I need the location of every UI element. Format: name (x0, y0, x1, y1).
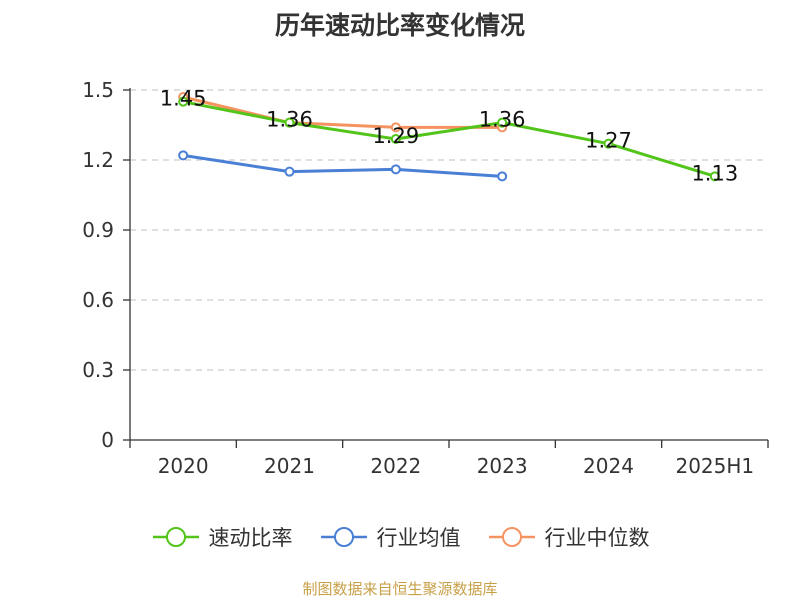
legend-swatch-marker (333, 527, 354, 547)
series-line (182, 153, 503, 178)
x-tick-label: 2021 (264, 454, 315, 478)
data-label: 1.36 (479, 108, 526, 132)
x-tick-label: 2025H1 (675, 454, 754, 478)
y-tick-label: 0.3 (82, 358, 114, 382)
series-1 (178, 150, 508, 182)
data-point (497, 117, 508, 128)
data-label: 1.45 (160, 87, 207, 111)
data-point (497, 171, 508, 182)
legend-swatch-marker (165, 527, 186, 547)
data-point (390, 134, 401, 144)
data-point (284, 117, 295, 128)
data-point (709, 171, 720, 182)
data-point (178, 96, 189, 107)
data-point (603, 138, 614, 149)
chart-title: 历年速动比率变化情况 (274, 11, 525, 40)
data-label: 1.27 (585, 129, 632, 153)
series-0 (178, 96, 720, 182)
series-2 (178, 92, 508, 133)
source-note: 制图数据来自恒生聚源数据库 (302, 580, 498, 598)
legend: 速动比率 行业均值 行业中位数 (0, 520, 800, 554)
series-line (182, 95, 503, 129)
y-tick-label: 0 (101, 428, 114, 452)
data-label: 1.29 (372, 124, 419, 148)
y-tick-label: 0.9 (82, 218, 114, 242)
legend-label-industry-median: 行业中位数 (544, 526, 650, 550)
x-tick-label: 2023 (477, 454, 528, 478)
legend-swatch-marker (501, 527, 522, 547)
data-label: 1.36 (266, 108, 313, 132)
data-point (284, 166, 295, 177)
legend-label-quick-ratio: 速动比率 (208, 526, 293, 550)
legend-swatch-industry-mean (320, 527, 367, 547)
data-label: 1.13 (691, 161, 738, 185)
series-line (182, 100, 716, 178)
x-tick-label: 2024 (583, 454, 634, 478)
data-point (390, 164, 401, 175)
x-tick-label: 2020 (158, 454, 209, 478)
legend-item-industry-mean[interactable]: 行业均值 (319, 522, 461, 552)
legend-swatch-quick-ratio (152, 527, 199, 547)
x-tick-label: 2022 (370, 454, 421, 478)
y-tick-label: 1.5 (82, 78, 114, 102)
y-tick-label: 1.2 (82, 148, 114, 172)
data-point (390, 122, 401, 133)
data-point (178, 150, 189, 161)
legend-item-quick-ratio[interactable]: 速动比率 (151, 522, 293, 552)
legend-swatch-industry-median (488, 527, 535, 547)
y-tick-label: 0.6 (82, 288, 114, 312)
legend-label-industry-mean: 行业均值 (376, 526, 461, 550)
legend-item-industry-median[interactable]: 行业中位数 (487, 522, 650, 552)
